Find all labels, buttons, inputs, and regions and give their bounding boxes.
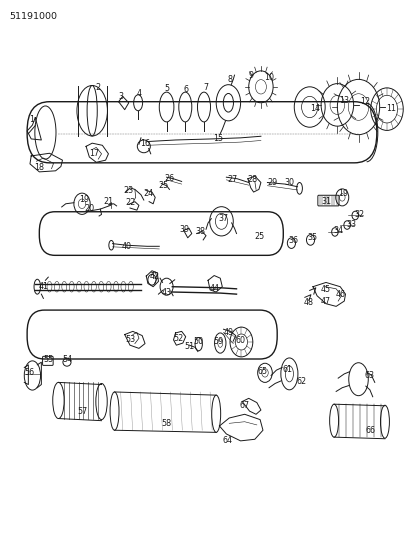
Text: 36: 36 <box>288 236 299 245</box>
Text: 37: 37 <box>218 214 228 223</box>
Text: 8: 8 <box>228 75 233 84</box>
Text: 66: 66 <box>366 426 376 435</box>
Text: 33: 33 <box>346 220 356 229</box>
Text: 14: 14 <box>310 104 320 113</box>
Text: 63: 63 <box>364 371 375 380</box>
Text: 47: 47 <box>321 296 331 305</box>
Text: 39: 39 <box>180 225 190 234</box>
Text: 61: 61 <box>283 365 293 374</box>
Text: 18: 18 <box>34 163 44 172</box>
Text: 41: 41 <box>38 281 49 290</box>
Text: 43: 43 <box>161 287 171 296</box>
Text: 19: 19 <box>79 195 89 204</box>
Text: 17: 17 <box>89 149 99 158</box>
Text: 35: 35 <box>308 233 318 243</box>
Text: 23: 23 <box>124 186 134 195</box>
Text: 2: 2 <box>96 83 101 92</box>
Text: 62: 62 <box>297 377 307 386</box>
Text: 9: 9 <box>248 70 253 79</box>
Text: 53: 53 <box>125 335 135 344</box>
Text: 56: 56 <box>24 368 34 377</box>
Text: 38: 38 <box>195 228 205 237</box>
Text: 12: 12 <box>360 97 370 106</box>
Text: 55: 55 <box>44 355 54 364</box>
Text: 21: 21 <box>103 197 113 206</box>
Text: 25: 25 <box>158 181 169 190</box>
Text: 59: 59 <box>213 337 223 346</box>
Text: 24: 24 <box>143 189 153 198</box>
Text: 28: 28 <box>248 175 258 184</box>
Text: 52: 52 <box>173 334 184 343</box>
Text: 22: 22 <box>126 198 136 207</box>
Text: 58: 58 <box>161 419 171 429</box>
Text: 65: 65 <box>258 367 268 376</box>
Text: 15: 15 <box>213 134 223 143</box>
Text: 27: 27 <box>227 175 237 184</box>
Text: 30: 30 <box>284 178 295 187</box>
Text: 26: 26 <box>164 174 175 183</box>
Text: 1: 1 <box>29 115 34 124</box>
Text: 57: 57 <box>77 407 87 416</box>
Text: 3: 3 <box>118 92 123 101</box>
Text: 42: 42 <box>149 272 160 281</box>
Text: 20: 20 <box>84 204 94 213</box>
Text: 32: 32 <box>354 211 364 220</box>
Text: 19: 19 <box>338 189 348 198</box>
Text: 25: 25 <box>255 232 265 241</box>
Text: 67: 67 <box>239 401 250 410</box>
Text: 5: 5 <box>165 84 170 93</box>
Text: 6: 6 <box>183 85 188 94</box>
Text: 40: 40 <box>122 243 132 252</box>
Text: 29: 29 <box>267 178 277 187</box>
Text: 44: 44 <box>210 284 220 293</box>
Text: 48: 48 <box>304 298 313 307</box>
Text: 7: 7 <box>204 83 208 92</box>
Text: 49: 49 <box>223 328 233 337</box>
Text: 34: 34 <box>333 227 343 236</box>
Text: 50: 50 <box>194 337 204 346</box>
Text: 46: 46 <box>336 289 346 298</box>
Text: 16: 16 <box>140 139 150 148</box>
Text: 10: 10 <box>264 73 274 82</box>
Text: 51: 51 <box>184 342 194 351</box>
Text: 31: 31 <box>321 197 331 206</box>
Text: 11: 11 <box>386 103 396 112</box>
Text: 51191000: 51191000 <box>9 12 57 21</box>
Text: 60: 60 <box>235 336 246 345</box>
Text: 13: 13 <box>339 95 349 104</box>
Text: 45: 45 <box>321 285 331 294</box>
Text: 64: 64 <box>222 436 232 445</box>
Text: 54: 54 <box>63 354 73 364</box>
Text: 4: 4 <box>136 88 142 98</box>
